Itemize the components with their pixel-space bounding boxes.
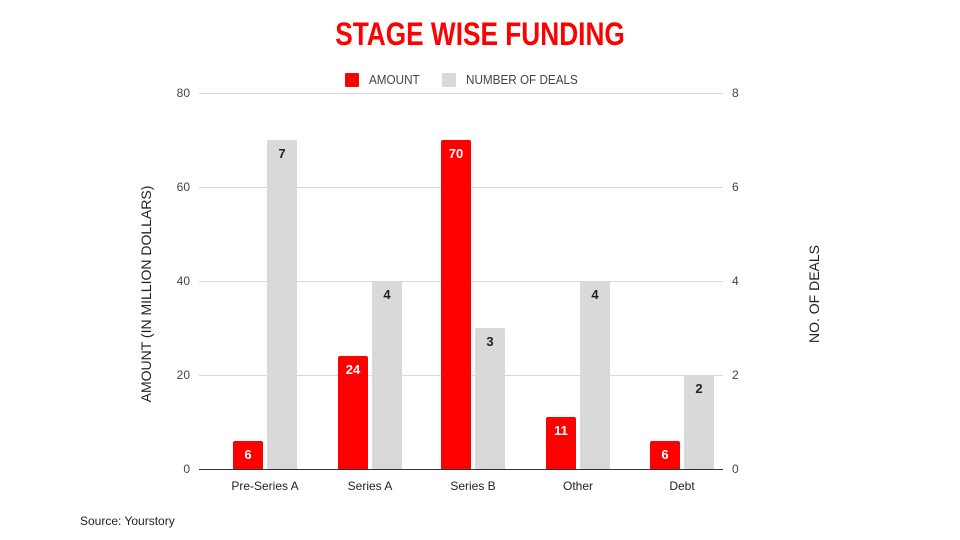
y-tick-left: 80 — [176, 86, 190, 100]
legend-swatch-deals — [442, 72, 456, 87]
bar-value-label: 6 — [661, 447, 669, 462]
y-axis-right-label: NO. OF DEALS — [806, 244, 822, 344]
bar-amount-series-a: 24 — [338, 356, 368, 469]
bar-value-label: 4 — [591, 287, 599, 302]
y-tick-right: 6 — [732, 180, 739, 194]
x-tick-label: Pre-Series A — [231, 479, 299, 493]
y-tick-left: 20 — [176, 368, 190, 382]
bar-amount-pre-series-a: 6 — [233, 441, 263, 469]
bar-value-label: 7 — [278, 146, 286, 161]
bar-value-label: 11 — [554, 423, 568, 438]
legend-label-deals: NUMBER OF DEALS — [466, 72, 578, 87]
x-tick-label: Debt — [669, 479, 695, 493]
source-note: Source: Yourstory — [80, 514, 175, 528]
y-tick-right: 0 — [732, 462, 739, 476]
gridline — [199, 93, 723, 94]
chart-legend: AMOUNT NUMBER OF DEALS — [0, 72, 960, 88]
legend-swatch-amount — [345, 72, 359, 87]
bar-deals-other: 4 — [580, 281, 610, 469]
x-axis-baseline — [199, 469, 723, 470]
bar-amount-series-b: 70 — [441, 140, 471, 469]
legend-item-deals: NUMBER OF DEALS — [442, 72, 590, 87]
bar-deals-series-b: 3 — [475, 328, 505, 469]
x-tick-label: Other — [562, 479, 593, 493]
legend-label-amount: AMOUNT — [369, 72, 420, 87]
bar-value-label: 70 — [448, 146, 464, 161]
bar-deals-series-a: 4 — [372, 281, 402, 469]
bar-deals-pre-series-a: 7 — [267, 140, 297, 469]
y-tick-left: 60 — [176, 180, 190, 194]
bar-amount-other: 11 — [546, 417, 576, 469]
y-tick-left: 40 — [176, 274, 190, 288]
plot-area: 6 7 24 4 70 3 11 4 6 2 — [199, 93, 723, 470]
bar-deals-debt: 2 — [684, 375, 714, 469]
legend-item-amount: AMOUNT — [345, 72, 425, 87]
x-tick-label: Series B — [450, 479, 496, 493]
y-tick-right: 8 — [732, 86, 739, 100]
y-tick-right: 2 — [732, 368, 739, 382]
chart-title: STAGE WISE FUNDING — [335, 16, 625, 52]
bar-value-label: 24 — [345, 362, 361, 377]
bar-value-label: 3 — [486, 334, 494, 349]
bar-value-label: 2 — [695, 381, 703, 396]
x-tick-label: Series A — [347, 479, 393, 493]
bar-value-label: 4 — [383, 287, 391, 302]
y-tick-right: 4 — [732, 274, 739, 288]
bar-amount-debt: 6 — [650, 441, 680, 469]
y-tick-left: 0 — [183, 462, 190, 476]
bar-value-label: 6 — [244, 447, 252, 462]
